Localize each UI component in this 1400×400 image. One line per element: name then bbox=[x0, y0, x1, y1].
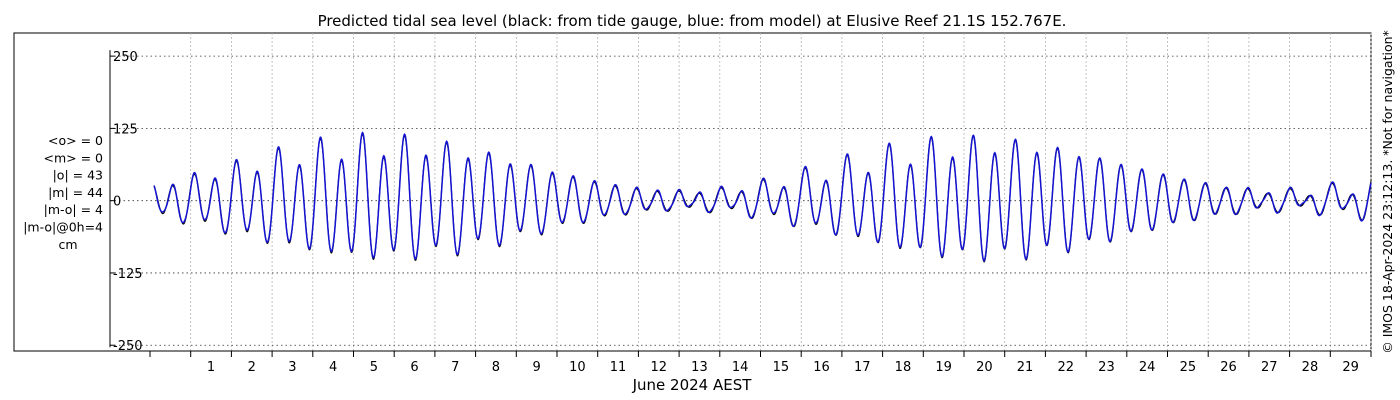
x-tick-label: 27 bbox=[1261, 360, 1278, 375]
x-tick-label: 4 bbox=[329, 360, 337, 375]
y-tick-label: 0 bbox=[113, 195, 121, 210]
chart-title: Predicted tidal sea level (black: from t… bbox=[318, 12, 1067, 30]
x-tick-label: 7 bbox=[451, 360, 459, 375]
stat-line: cm bbox=[58, 237, 77, 252]
x-tick-label: 10 bbox=[569, 360, 586, 375]
y-tick-label: 125 bbox=[113, 122, 138, 137]
x-tick-label: 24 bbox=[1139, 360, 1156, 375]
x-tick-label: 28 bbox=[1302, 360, 1319, 375]
series-line-model bbox=[153, 131, 1372, 262]
y-tick-label: -250 bbox=[113, 339, 143, 354]
x-tick-label: 29 bbox=[1342, 360, 1359, 375]
credit-text: © IMOS 18-Apr-2024 23:12:13. *Not for na… bbox=[1380, 30, 1395, 354]
x-tick-label: 21 bbox=[1017, 360, 1034, 375]
x-tick-label: 22 bbox=[1057, 360, 1074, 375]
x-tick-label: 13 bbox=[691, 360, 708, 375]
x-tick-label: 8 bbox=[492, 360, 500, 375]
x-tick-label: 3 bbox=[288, 360, 296, 375]
series bbox=[153, 131, 1372, 263]
x-tick-label: 26 bbox=[1220, 360, 1237, 375]
stats-block: <o> = 0 <m> = 0 |o| = 43 |m| = 44 |m-o| = 4 |… bbox=[23, 133, 103, 252]
x-tick-label: 23 bbox=[1098, 360, 1115, 375]
x-tick-label: 19 bbox=[935, 360, 952, 375]
x-tick-label: 2 bbox=[248, 360, 256, 375]
x-tick-label: 17 bbox=[854, 360, 871, 375]
x-axis-label: June 2024 AEST bbox=[632, 376, 753, 394]
x-tick-label: 25 bbox=[1180, 360, 1197, 375]
stat-line: |m-o| = 4 bbox=[44, 202, 103, 217]
y-tick-label: 250 bbox=[113, 50, 138, 65]
x-tick-label: 16 bbox=[813, 360, 830, 375]
y-tick-label: -125 bbox=[113, 267, 143, 282]
x-tick-label: 15 bbox=[773, 360, 790, 375]
stat-line: <o> = 0 bbox=[48, 133, 103, 148]
stat-line: |m-o|@0h=4 bbox=[23, 220, 103, 235]
x-tick-label: 18 bbox=[895, 360, 912, 375]
x-tick-label: 9 bbox=[533, 360, 541, 375]
x-tick-label: 12 bbox=[650, 360, 667, 375]
stat-line: <m> = 0 bbox=[44, 150, 104, 165]
x-tick-label: 14 bbox=[732, 360, 749, 375]
grid bbox=[110, 33, 1372, 351]
stat-line: |m| = 44 bbox=[48, 185, 103, 200]
x-tick-label: 11 bbox=[610, 360, 627, 375]
x-tick-label: 1 bbox=[207, 360, 215, 375]
x-tick-label: 5 bbox=[370, 360, 378, 375]
x-tick-label: 20 bbox=[976, 360, 993, 375]
stat-line: |o| = 43 bbox=[53, 168, 103, 183]
x-tick-label: 6 bbox=[410, 360, 418, 375]
